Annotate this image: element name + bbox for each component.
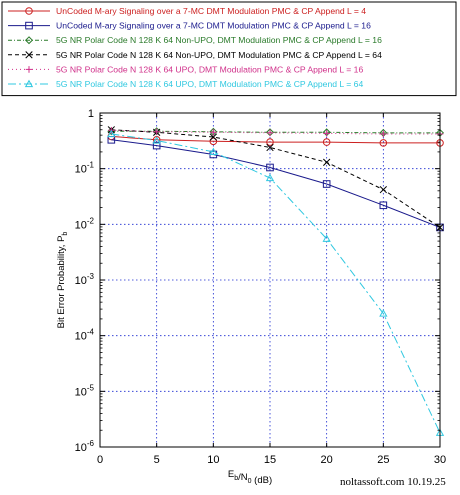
marker-circle — [322, 138, 331, 146]
axis-ticks: 0 5 10 15 20 25 30 10-6 10-5 10-4 10-3 10-2 10-1 1 — [75, 108, 447, 466]
marker-circle — [25, 7, 33, 15]
marker-circle — [209, 137, 218, 146]
marker-triangle — [322, 234, 331, 242]
marker-triangle — [379, 309, 388, 317]
x-tick-label: 15 — [264, 454, 276, 466]
series-line — [111, 129, 441, 228]
legend-label: 5G NR Polar Code N 128 K 64 Non-UPO, DMT… — [56, 35, 382, 45]
y-axis-label-text: Bit Error Probability, Pb — [56, 232, 69, 329]
legend-label: 5G NR Polar Code N 128 K 64 UPO, DMT Mod… — [56, 64, 363, 74]
x-axis-label-text: Eb/N0 (dB) — [228, 469, 272, 486]
marker-x — [209, 133, 217, 141]
legend-entry: 5G NR Polar Code N 128 K 64 Non-UPO, DMT… — [8, 50, 382, 60]
marker-triangle — [107, 129, 116, 138]
marker-x — [379, 185, 387, 194]
series-line — [111, 139, 441, 228]
y-tick-label: 10-5 — [75, 383, 95, 398]
legend-entry: 5G NR Polar Code N 128 K 64 UPO, DMT Mod… — [8, 64, 363, 74]
legend-label: 5G NR Polar Code N 128 K 64 Non-UPO, DMT… — [56, 50, 382, 60]
marker-square — [152, 141, 161, 150]
x-tick-label: 30 — [434, 454, 446, 466]
series-layer — [107, 126, 445, 436]
legend: UnCoded M-ary Signaling over a 7-MC DMT … — [1, 1, 457, 97]
watermark: noltassoft.com 10.19.25 — [340, 476, 446, 488]
marker-triangle — [209, 147, 218, 156]
marker-triangle — [152, 136, 161, 144]
x-tick-label: 25 — [377, 454, 389, 466]
series-2 — [107, 136, 444, 232]
marker-circle — [266, 138, 274, 146]
marker-square — [379, 201, 388, 210]
x-axis-label: Eb/N0 (dB) — [228, 469, 272, 486]
legend-entry: 5G NR Polar Code N 128 K 64 UPO, DMT Mod… — [8, 79, 363, 89]
legend-entry: UnCoded M-ary Signaling over a 7-MC DMT … — [8, 6, 366, 16]
legend-box — [1, 1, 457, 97]
marker-triangle — [24, 79, 34, 88]
x-tick-label: 0 — [97, 454, 103, 466]
legend-entry: UnCoded M-ary Signaling over a 7-MC DMT … — [8, 21, 371, 31]
legend-label: UnCoded M-ary Signaling over a 7-MC DMT … — [56, 6, 366, 16]
x-tick-label: 10 — [207, 454, 219, 466]
series-line — [111, 133, 441, 434]
marker-square — [25, 21, 33, 30]
series-line — [111, 135, 440, 144]
series-6 — [107, 129, 445, 436]
marker-square — [322, 180, 331, 188]
y-axis-label: Bit Error Probability, Pb — [56, 232, 69, 329]
y-tick-label: 10-3 — [75, 272, 95, 287]
y-tick-label: 10-6 — [75, 439, 95, 454]
y-tick-label: 1 — [88, 108, 94, 120]
grid-lines — [100, 113, 440, 447]
marker-circle — [379, 139, 388, 147]
marker-x — [266, 143, 274, 152]
x-tick-label: 5 — [154, 454, 160, 466]
plot-area: 0 5 10 15 20 25 30 10-6 10-5 10-4 10-3 10-2 10-1 1 — [75, 108, 447, 466]
legend-label: 5G NR Polar Code N 128 K 64 UPO, DMT Mod… — [56, 79, 363, 89]
marker-diamond — [24, 36, 34, 45]
marker-x — [323, 158, 331, 166]
marker-square — [266, 163, 274, 172]
legend-label: UnCoded M-ary Signaling over a 7-MC DMT … — [56, 21, 371, 31]
y-tick-label: 10-4 — [75, 328, 95, 343]
x-tick-label: 20 — [321, 454, 333, 466]
marker-x — [25, 51, 33, 59]
marker-triangle — [265, 173, 275, 182]
y-tick-label: 10-2 — [75, 216, 95, 231]
legend-entry: 5G NR Polar Code N 128 K 64 Non-UPO, DMT… — [8, 35, 382, 45]
y-tick-label: 10-1 — [75, 161, 95, 176]
